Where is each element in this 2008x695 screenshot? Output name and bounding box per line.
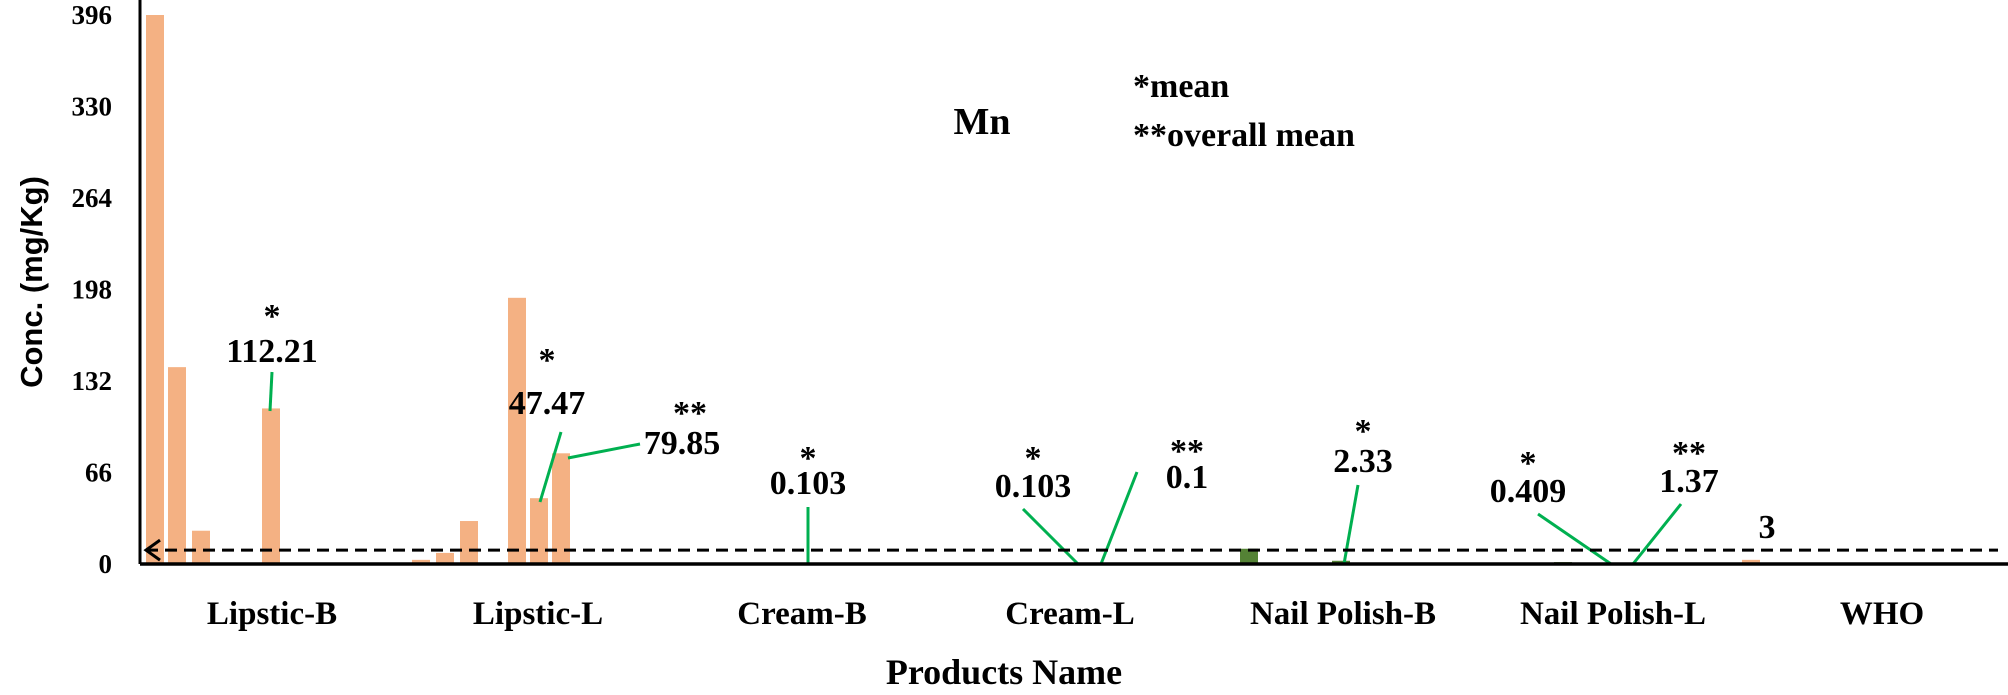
y-tick-label: 396 — [72, 0, 113, 30]
bar-lipstic-l — [552, 453, 570, 564]
annotation-value: 0.103 — [770, 465, 847, 502]
legend-note-mean: *mean — [1133, 68, 1229, 105]
bar-lipstic-l — [436, 552, 454, 564]
bar-who — [1742, 559, 1760, 564]
bar-lipstic-l — [460, 521, 478, 564]
annotation-value: 79.85 — [644, 425, 721, 462]
reference-arrow-icon — [143, 538, 161, 562]
annotation-star: * — [1520, 445, 1537, 482]
x-axis-title: Products Name — [886, 652, 1122, 692]
bar-lipstic-b — [192, 530, 210, 564]
y-tick-label: 66 — [85, 458, 112, 488]
annotation-value: 0.1 — [1166, 459, 1209, 496]
category-labels: Lipstic-B Lipstic-L Cream-B Cream-L Nail Pol… — [207, 596, 1924, 632]
annotation-leader-line — [1537, 512, 1612, 566]
annotation-star: * — [800, 440, 817, 477]
annotation-leader-line — [1021, 507, 1080, 566]
annotation-star: ** — [1672, 435, 1706, 472]
annotation-labels: *112.21 *47.47 **79.85 *0.103*0.103**0.1*2.… — [226, 298, 1775, 546]
y-tick-labels: 0 66 132 198 264 330 396 — [72, 0, 113, 579]
annotation-star: * — [1355, 413, 1372, 450]
annotation-leader-line — [1342, 484, 1360, 565]
category-label: Cream-B — [737, 596, 867, 632]
chart-title: Mn — [954, 101, 1011, 143]
bar-lipstic-b — [146, 15, 164, 564]
y-tick-label: 330 — [72, 92, 113, 122]
bar-lipstic-b — [168, 367, 186, 564]
y-tick-label: 264 — [72, 183, 113, 213]
annotation-leader-line — [1631, 503, 1683, 565]
category-label: WHO — [1840, 596, 1924, 632]
bar-lipstic-l — [508, 297, 526, 564]
y-tick-label: 198 — [72, 275, 113, 305]
annotation-value: 0.409 — [1490, 473, 1567, 510]
y-tick-label: 0 — [99, 549, 113, 579]
annotation-star: ** — [673, 395, 707, 432]
bar-lipstic-l — [412, 559, 430, 564]
annotation-value: 47.47 — [509, 385, 586, 422]
annotation-star: * — [1025, 440, 1042, 477]
leader-lines-layer — [268, 371, 1683, 566]
bar-lipstic-b — [262, 408, 280, 564]
annotation-leader-line — [268, 371, 274, 412]
annotation-star: * — [539, 342, 556, 379]
bars-layer — [146, 15, 1760, 564]
annotation-leader-line — [538, 431, 563, 503]
annotation-value: 2.33 — [1333, 443, 1393, 480]
bar-lipstic-l — [530, 498, 548, 564]
category-label: Nail Polish-L — [1520, 596, 1706, 632]
category-label: Lipstic-L — [473, 596, 603, 632]
annotation-star: ** — [1170, 433, 1204, 470]
annotation-value: 112.21 — [226, 333, 318, 370]
bar-nail-polish-b — [1240, 548, 1258, 564]
annotation-value: 1.37 — [1659, 463, 1719, 500]
y-axis-title: Conc. (mg/Kg) — [14, 176, 49, 388]
category-label: Lipstic-B — [207, 596, 337, 632]
annotation-value: 3 — [1759, 509, 1776, 546]
y-tick-label: 132 — [72, 366, 113, 396]
category-label: Cream-L — [1005, 596, 1135, 632]
annotation-star: * — [264, 298, 281, 335]
annotation-value: 0.103 — [995, 468, 1072, 505]
annotation-leader-line — [567, 442, 641, 460]
category-label: Nail Polish-B — [1250, 596, 1436, 632]
legend-note-overall-mean: **overall mean — [1133, 117, 1355, 154]
